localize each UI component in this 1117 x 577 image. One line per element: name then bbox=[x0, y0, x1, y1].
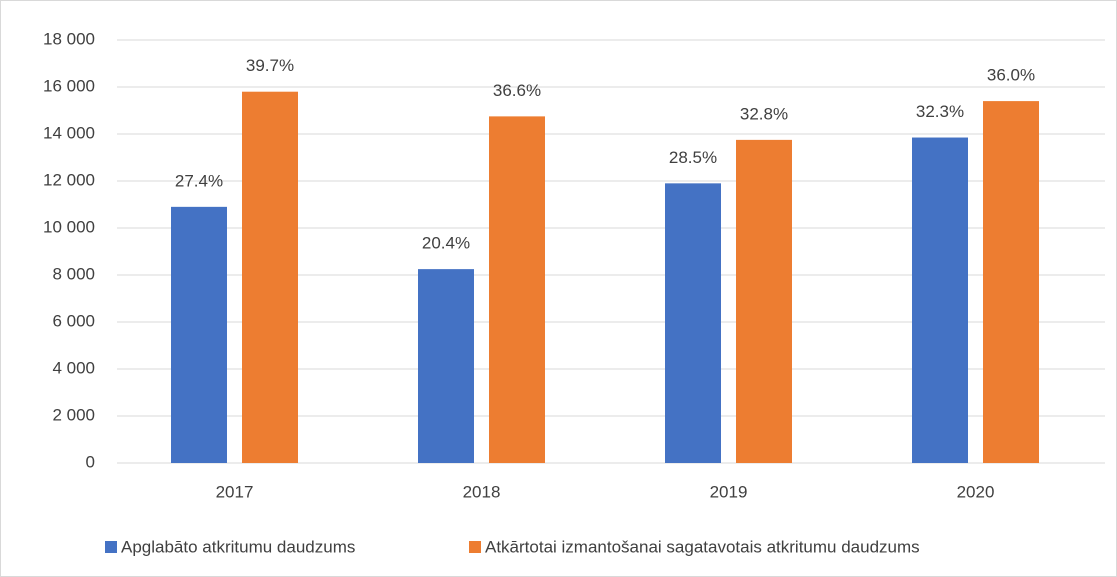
data-label: 32.3% bbox=[916, 102, 964, 121]
x-tick-label: 2017 bbox=[216, 482, 254, 501]
data-label: 28.5% bbox=[669, 148, 717, 167]
legend-label: Atkārtotai izmantošanai sagatavotais atk… bbox=[485, 537, 920, 556]
y-tick-label: 8 000 bbox=[52, 264, 95, 283]
bar bbox=[418, 269, 474, 463]
legend-label: Apglabāto atkritumu daudzums bbox=[121, 537, 355, 556]
x-tick-label: 2019 bbox=[710, 482, 748, 501]
bar bbox=[242, 91, 298, 463]
bar bbox=[489, 116, 545, 463]
y-tick-label: 6 000 bbox=[52, 311, 95, 330]
data-label: 39.7% bbox=[246, 56, 294, 75]
bar bbox=[912, 137, 968, 463]
x-tick-label: 2020 bbox=[957, 482, 995, 501]
bar bbox=[983, 101, 1039, 463]
x-tick-label: 2018 bbox=[463, 482, 501, 501]
data-label: 27.4% bbox=[175, 171, 223, 190]
y-tick-label: 10 000 bbox=[43, 217, 95, 236]
y-tick-label: 0 bbox=[86, 452, 95, 471]
bar bbox=[665, 183, 721, 463]
data-label: 20.4% bbox=[422, 234, 470, 253]
bar bbox=[736, 139, 792, 463]
data-label: 36.6% bbox=[493, 81, 541, 100]
data-label: 36.0% bbox=[987, 66, 1035, 85]
y-tick-label: 16 000 bbox=[43, 76, 95, 95]
y-tick-label: 2 000 bbox=[52, 405, 95, 424]
y-tick-label: 14 000 bbox=[43, 123, 95, 142]
data-label: 32.8% bbox=[740, 104, 788, 123]
legend-swatch bbox=[469, 541, 481, 553]
legend-swatch bbox=[105, 541, 117, 553]
bar bbox=[171, 206, 227, 463]
y-tick-label: 12 000 bbox=[43, 170, 95, 189]
y-tick-label: 4 000 bbox=[52, 358, 95, 377]
y-tick-label: 18 000 bbox=[43, 29, 95, 48]
